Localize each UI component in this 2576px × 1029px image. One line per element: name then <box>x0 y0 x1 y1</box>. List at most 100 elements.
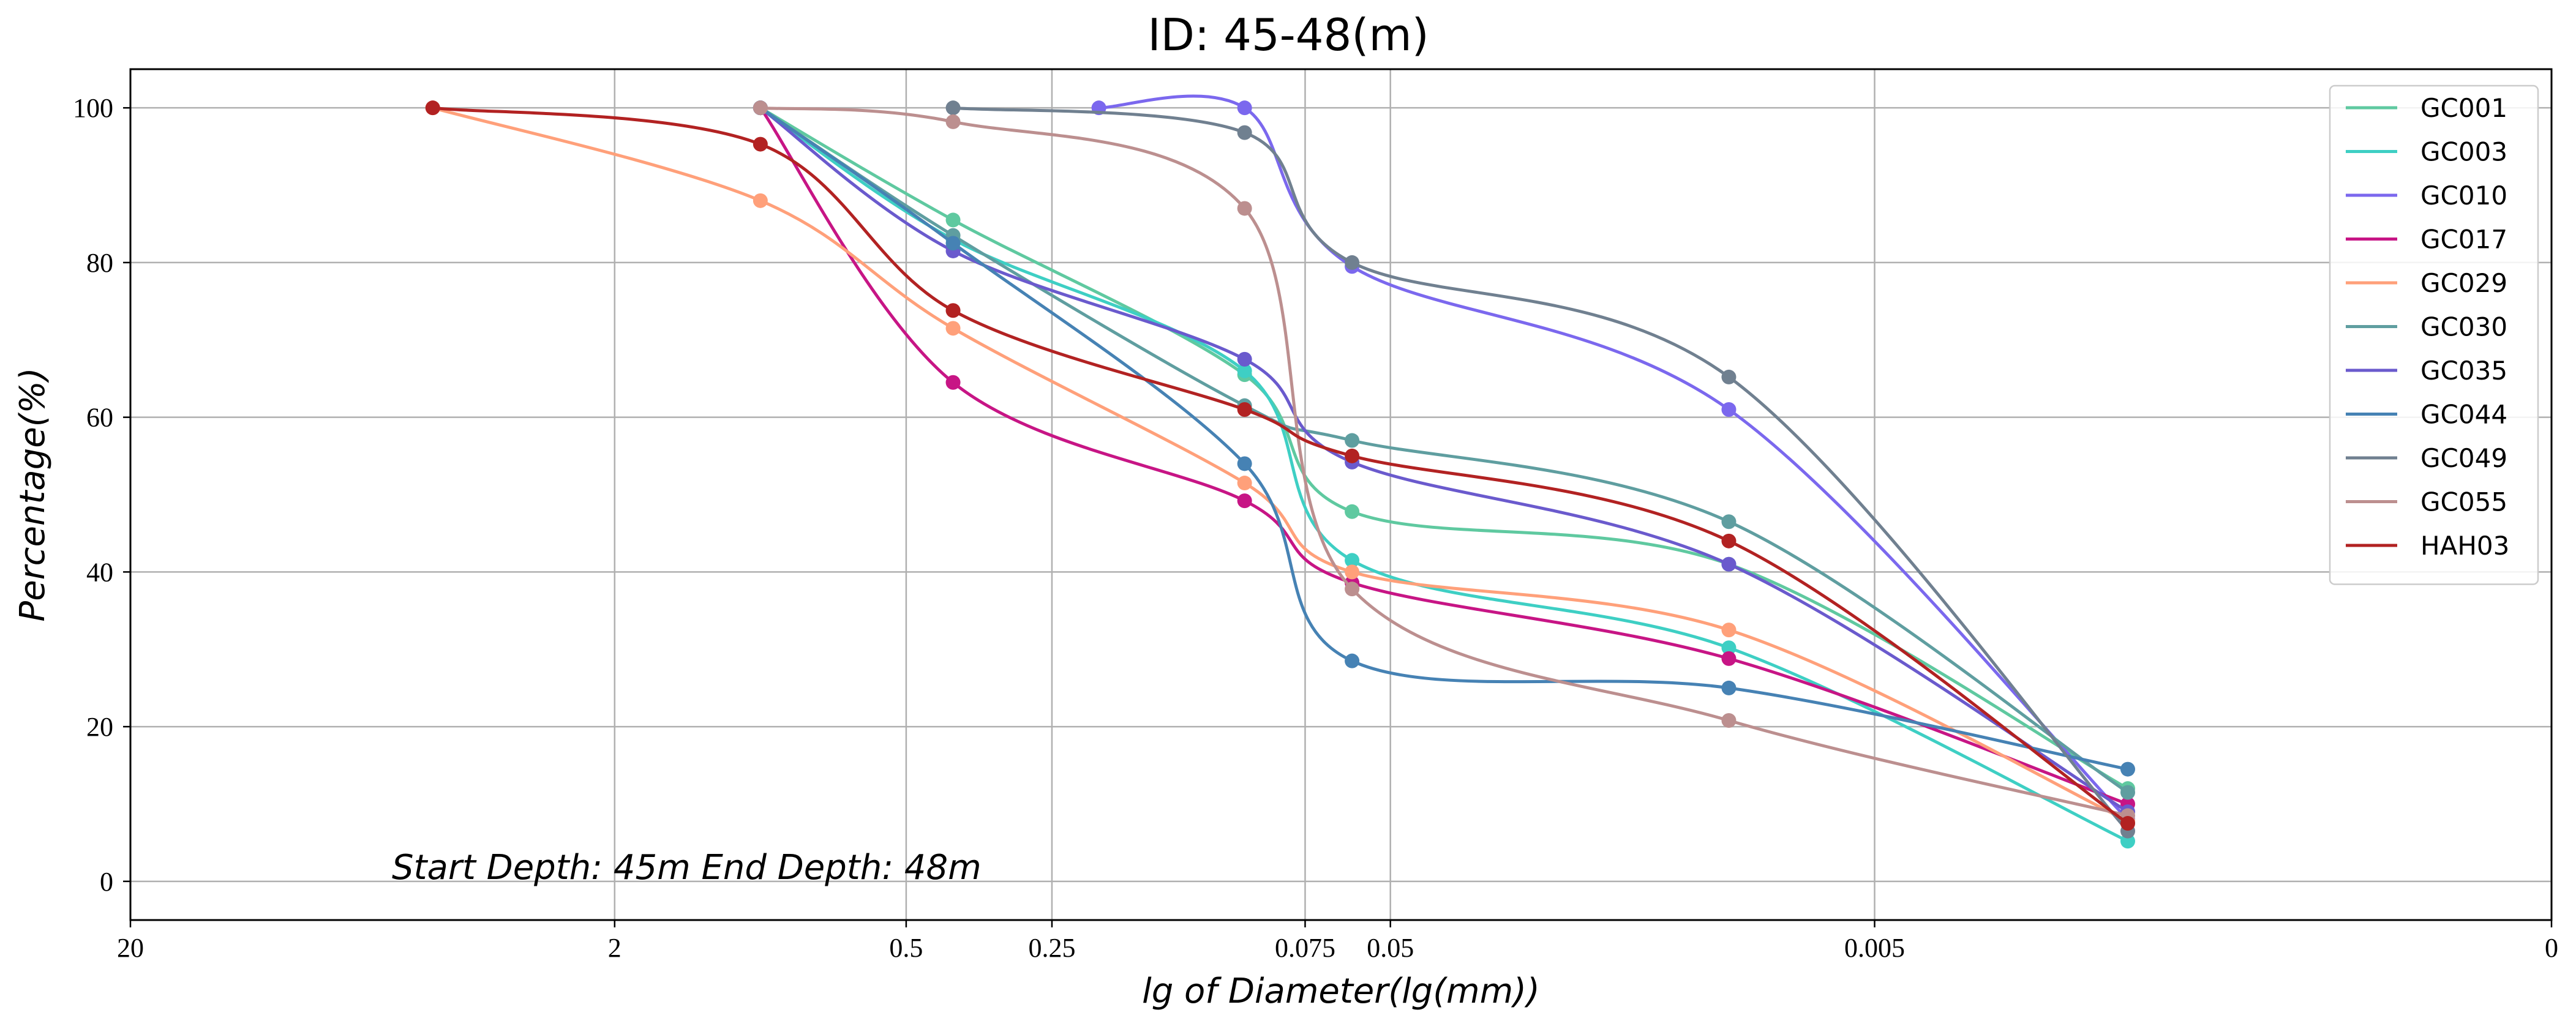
series-line-hah03 <box>432 106 2129 825</box>
series-line-gc049 <box>953 106 2129 833</box>
legend-label: GC049 <box>2420 443 2507 473</box>
legend-label: GC010 <box>2420 181 2507 211</box>
data-point-gc010 <box>1721 402 1737 417</box>
series-gc049 <box>945 100 2136 839</box>
legend-item-gc030: GC030 <box>2346 312 2507 342</box>
legend-label: GC055 <box>2420 487 2507 517</box>
chart-title: ID: 45-48(m) <box>1147 9 1429 61</box>
legend-item-gc017: GC017 <box>2346 225 2507 255</box>
series-gc029 <box>425 100 2136 829</box>
y-tick-label: 60 <box>86 403 113 433</box>
series-line-gc003 <box>759 107 2129 843</box>
x-axis-ticks: 20 2 0.5 0.25 0.075 0.05 0.005 0 <box>117 920 2558 963</box>
data-point-hah03 <box>1345 448 1360 463</box>
data-point-gc029 <box>945 321 961 336</box>
data-point-gc049 <box>945 100 961 116</box>
data-point-gc029 <box>1345 564 1360 580</box>
legend: GC001 GC003 GC010 GC017 GC029 GC030 GC035 GC044… <box>2329 84 2539 585</box>
series-line-gc044 <box>759 107 2128 771</box>
x-tick-label: 0.005 <box>1844 933 1905 963</box>
y-tick-label: 20 <box>86 712 113 742</box>
series-gc003 <box>753 100 2136 849</box>
data-point-gc030 <box>1721 514 1737 529</box>
series-line-gc035 <box>759 107 2129 814</box>
data-point-gc044 <box>2120 761 2136 777</box>
x-tick-label: 0.075 <box>1275 933 1335 963</box>
data-point-gc017 <box>1237 493 1252 509</box>
legend-label: GC044 <box>2420 400 2507 430</box>
legend-label: HAH03 <box>2420 531 2509 561</box>
y-axis-label: Percentage(%) <box>13 367 53 621</box>
data-point-gc003 <box>1721 640 1737 656</box>
legend-label: GC029 <box>2420 268 2507 298</box>
data-point-gc017 <box>1721 651 1737 666</box>
data-point-gc044 <box>1721 680 1737 695</box>
y-tick-label: 80 <box>86 248 113 278</box>
x-tick-label: 0.25 <box>1028 933 1075 963</box>
data-point-gc055 <box>1345 582 1360 597</box>
legend-item-gc001: GC001 <box>2346 93 2507 123</box>
data-point-hah03 <box>1721 533 1737 548</box>
data-point-hah03 <box>753 137 768 152</box>
series-line-gc055 <box>760 106 2128 817</box>
legend-label: GC030 <box>2420 312 2507 342</box>
y-axis-ticks: 0 20 40 60 80 100 <box>73 93 130 897</box>
series-gc044 <box>753 100 2136 777</box>
x-tick-label: 0.05 <box>1367 933 1414 963</box>
legend-label: GC003 <box>2420 137 2507 167</box>
legend-label: GC017 <box>2420 225 2507 255</box>
data-point-hah03 <box>425 100 440 116</box>
data-point-gc001 <box>1345 504 1360 519</box>
series-line-gc001 <box>759 107 2129 790</box>
data-point-gc035 <box>1237 351 1252 367</box>
x-tick-label: 20 <box>117 933 144 963</box>
legend-item-gc010: GC010 <box>2346 181 2507 211</box>
data-point-gc049 <box>1345 255 1360 270</box>
data-point-gc055 <box>1237 201 1252 216</box>
data-point-gc029 <box>1237 476 1252 491</box>
data-point-gc055 <box>945 114 961 129</box>
legend-label: GC035 <box>2420 356 2507 386</box>
data-point-gc017 <box>945 375 961 390</box>
plot-frame <box>129 68 2553 921</box>
series-gc017 <box>753 100 2136 812</box>
series-line-gc017 <box>759 107 2128 806</box>
y-tick-label: 40 <box>86 557 113 587</box>
data-point-gc049 <box>1237 125 1252 140</box>
data-point-gc001 <box>945 212 961 228</box>
series-gc035 <box>753 100 2136 820</box>
legend-box <box>2329 84 2539 585</box>
legend-item-gc003: GC003 <box>2346 137 2507 167</box>
grid <box>130 69 2552 920</box>
data-point-gc049 <box>1721 369 1737 384</box>
legend-item-gc029: GC029 <box>2346 268 2507 298</box>
x-tick-label: 0 <box>2545 933 2558 963</box>
x-tick-label: 2 <box>608 933 621 963</box>
legend-item-hah03: HAH03 <box>2346 531 2509 561</box>
legend-label: GC001 <box>2420 93 2507 123</box>
data-point-gc003 <box>1237 363 1252 378</box>
legend-item-gc044: GC044 <box>2346 400 2507 430</box>
data-point-gc030 <box>1345 433 1360 448</box>
y-tick-label: 100 <box>73 93 113 123</box>
data-point-gc035 <box>1721 556 1737 572</box>
x-tick-label: 0.5 <box>889 933 923 963</box>
series-line-gc010 <box>1098 94 2129 821</box>
data-point-gc029 <box>753 193 768 208</box>
series-layer <box>425 94 2136 849</box>
data-point-gc030 <box>2120 785 2136 800</box>
data-point-gc044 <box>1237 456 1252 471</box>
legend-item-gc035: GC035 <box>2346 356 2507 386</box>
legend-item-gc055: GC055 <box>2346 487 2507 517</box>
data-point-hah03 <box>945 303 961 318</box>
data-point-gc003 <box>1345 553 1360 568</box>
series-gc001 <box>753 100 2136 796</box>
series-hah03 <box>425 100 2136 831</box>
data-point-hah03 <box>1237 402 1252 417</box>
data-point-hah03 <box>2120 816 2136 831</box>
series-gc055 <box>753 100 2136 823</box>
depth-annotation: Start Depth: 45m End Depth: 48m <box>392 848 982 888</box>
data-point-gc029 <box>1721 623 1737 638</box>
y-tick-label: 0 <box>100 867 113 897</box>
